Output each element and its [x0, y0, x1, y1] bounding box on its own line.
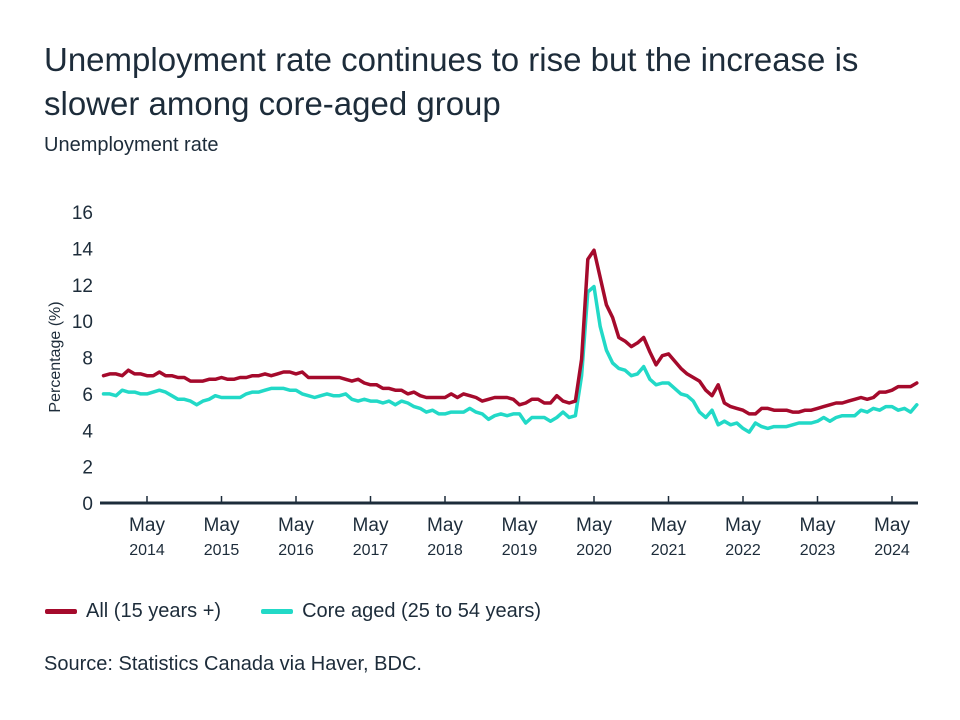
x-tick-month: May — [651, 515, 687, 536]
x-tick-month: May — [427, 515, 463, 536]
x-tick-year: 2021 — [651, 542, 687, 559]
chart-subtitle: Unemployment rate — [44, 134, 219, 156]
chart-title: Unemployment rate continues to rise but … — [44, 41, 859, 122]
x-tick-month: May — [576, 515, 612, 536]
y-axis-ticks: 0 2 4 6 8 10 12 14 16 — [72, 203, 94, 515]
y-tick-label: 0 — [82, 494, 93, 515]
legend-label-core: Core aged (25 to 54 years) — [302, 600, 542, 622]
legend-label-all: All (15 years +) — [86, 600, 222, 622]
x-axis-ticks: May 2014 May 2015 May 2016 May 2017 May 2018 May 20… — [129, 496, 910, 559]
legend-swatch-all — [45, 609, 77, 614]
legend-item-core: Core aged (25 to 54 years) — [261, 600, 541, 623]
x-tick-month: May — [129, 515, 165, 536]
y-tick-label: 14 — [72, 239, 94, 260]
x-tick-year: 2024 — [874, 542, 910, 559]
y-tick-label: 2 — [82, 458, 93, 479]
x-tick-month: May — [502, 515, 538, 536]
line-chart: 0 2 4 6 8 10 12 14 16 Percentage (%) May 2014 May 2… — [47, 203, 919, 559]
x-tick-year: 2023 — [800, 542, 836, 559]
x-tick-year: 2014 — [129, 542, 165, 559]
y-axis-label: Percentage (%) — [47, 301, 64, 412]
y-tick-label: 4 — [82, 421, 93, 442]
x-tick-year: 2020 — [576, 542, 612, 559]
series-line-all — [101, 248, 919, 416]
x-tick-year: 2015 — [204, 542, 240, 559]
x-tick-year: 2019 — [502, 542, 538, 559]
x-tick-year: 2018 — [427, 542, 463, 559]
x-tick-month: May — [725, 515, 761, 536]
x-tick-month: May — [353, 515, 389, 536]
y-tick-label: 6 — [82, 385, 93, 406]
x-tick-month: May — [278, 515, 314, 536]
x-tick-year: 2016 — [278, 542, 314, 559]
legend-swatch-core — [261, 609, 294, 614]
x-tick-year: 2022 — [725, 542, 761, 559]
source-note: Source: Statistics Canada via Haver, BDC… — [44, 653, 422, 675]
y-tick-label: 10 — [72, 312, 93, 333]
x-tick-year: 2017 — [353, 542, 389, 559]
y-tick-label: 8 — [82, 349, 93, 370]
x-tick-month: May — [800, 515, 836, 536]
series-lines — [101, 248, 919, 434]
legend: All (15 years +) Core aged (25 to 54 yea… — [45, 600, 581, 623]
legend-item-all: All (15 years +) — [45, 600, 221, 623]
y-tick-label: 16 — [72, 203, 93, 224]
x-tick-month: May — [204, 515, 240, 536]
x-tick-month: May — [874, 515, 910, 536]
series-line-core — [101, 284, 919, 434]
y-tick-label: 12 — [72, 276, 93, 297]
